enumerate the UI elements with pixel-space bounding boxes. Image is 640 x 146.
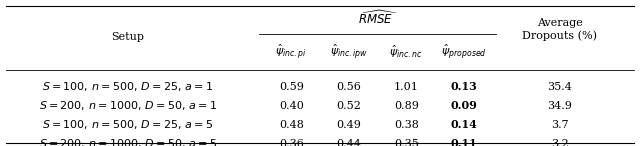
Text: $S = 200,\,n = 1000,\,D = 50,\,a = 5$: $S = 200,\,n = 1000,\,D = 50,\,a = 5$ xyxy=(39,137,217,146)
Text: $\hat{\psi}_{inc.nc}$: $\hat{\psi}_{inc.nc}$ xyxy=(390,44,423,60)
Text: $\hat{\psi}_{proposed}$: $\hat{\psi}_{proposed}$ xyxy=(441,42,487,61)
Text: 0.59: 0.59 xyxy=(279,82,303,92)
Text: 0.11: 0.11 xyxy=(451,138,477,146)
Text: 35.4: 35.4 xyxy=(548,82,572,92)
Text: 34.9: 34.9 xyxy=(548,101,572,111)
Text: 0.48: 0.48 xyxy=(279,120,303,130)
Text: $\widehat{RMSE}$: $\widehat{RMSE}$ xyxy=(358,9,397,27)
Text: $S = 200,\,n = 1000,\,D = 50,\,a = 1$: $S = 200,\,n = 1000,\,D = 50,\,a = 1$ xyxy=(39,99,217,112)
Text: 0.89: 0.89 xyxy=(394,101,419,111)
Text: Setup: Setup xyxy=(111,32,145,42)
Text: 0.35: 0.35 xyxy=(394,139,419,146)
Text: 0.40: 0.40 xyxy=(279,101,303,111)
Text: $\hat{\psi}_{inc.ipw}$: $\hat{\psi}_{inc.ipw}$ xyxy=(330,42,368,61)
Text: Average
Dropouts (%): Average Dropouts (%) xyxy=(522,18,598,41)
Text: 0.49: 0.49 xyxy=(337,120,361,130)
Text: 0.14: 0.14 xyxy=(451,119,477,130)
Text: 0.36: 0.36 xyxy=(279,139,303,146)
Text: $\hat{\psi}_{inc.pi}$: $\hat{\psi}_{inc.pi}$ xyxy=(275,42,307,61)
Text: 0.13: 0.13 xyxy=(451,81,477,92)
Text: 0.56: 0.56 xyxy=(337,82,361,92)
Text: 0.38: 0.38 xyxy=(394,120,419,130)
Text: 0.52: 0.52 xyxy=(337,101,361,111)
Text: 1.01: 1.01 xyxy=(394,82,419,92)
Text: $S = 100,\,n = 500,\,D = 25,\,a = 5$: $S = 100,\,n = 500,\,D = 25,\,a = 5$ xyxy=(42,118,214,131)
Text: 0.44: 0.44 xyxy=(337,139,361,146)
Text: 3.2: 3.2 xyxy=(551,139,569,146)
Text: 3.7: 3.7 xyxy=(551,120,569,130)
Text: 0.09: 0.09 xyxy=(451,100,477,111)
Text: $S = 100,\,n = 500,\,D = 25,\,a = 1$: $S = 100,\,n = 500,\,D = 25,\,a = 1$ xyxy=(42,80,214,93)
